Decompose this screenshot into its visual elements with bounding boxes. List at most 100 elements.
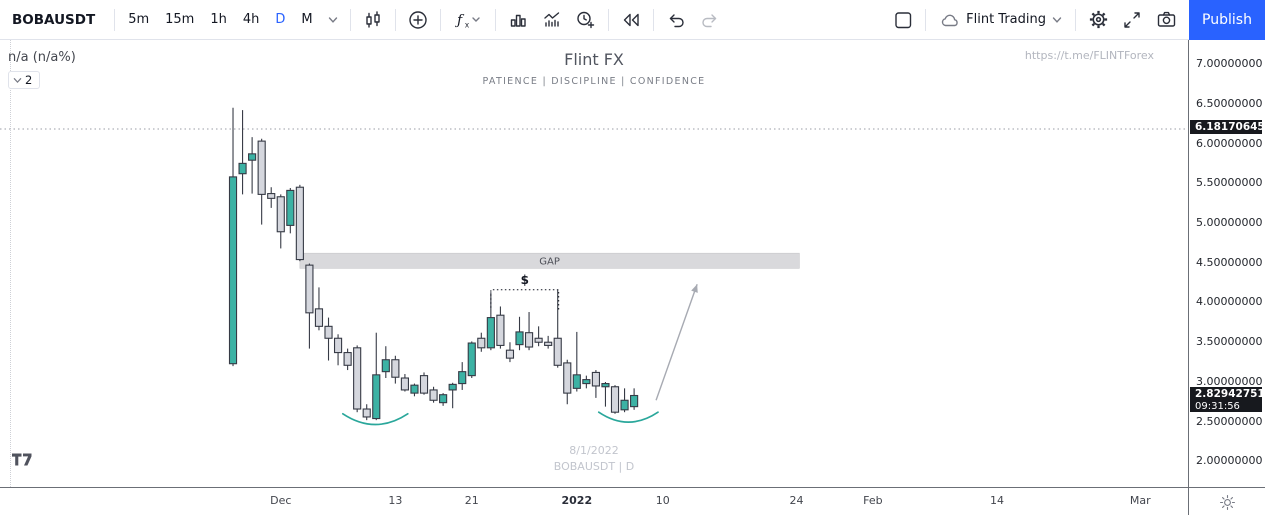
fx-icon: ƒ x (455, 12, 480, 29)
candle-body (333, 337, 343, 354)
alert-button[interactable] (569, 6, 603, 34)
time-tick: 14 (990, 494, 1004, 507)
time-tick: 13 (388, 494, 403, 507)
price-tick: 5.50000000 (1196, 176, 1263, 190)
candle-body (410, 384, 419, 394)
financials-button[interactable] (501, 6, 535, 34)
undo-icon (669, 13, 684, 27)
time-axis[interactable]: Dec 13 21 2022 10 24 Feb 14 Mar (0, 487, 1265, 515)
timeframe-1h[interactable]: 1h (202, 8, 235, 31)
candle-body (439, 394, 448, 404)
candle-body (429, 389, 438, 401)
candle-body (458, 371, 467, 385)
candle-body (276, 196, 285, 233)
replay-icon (623, 13, 639, 26)
svg-text:x: x (465, 20, 469, 29)
toolbar-separator (1075, 8, 1076, 31)
indicators-fx-button[interactable]: ƒ x (446, 6, 490, 34)
templates-button[interactable] (535, 6, 569, 34)
collapse-count: 2 (25, 73, 33, 87)
redo-icon (701, 13, 716, 27)
indicators-icon (543, 11, 559, 27)
timeframe-5m[interactable]: 5m (120, 8, 157, 31)
undo-button[interactable] (659, 6, 693, 34)
candlestick-icon (365, 10, 380, 28)
toolbar-separator (114, 8, 116, 31)
measure-bracket (490, 289, 560, 311)
timeframe-4h[interactable]: 4h (235, 8, 268, 31)
layout-icon (895, 11, 912, 28)
candle-body (582, 379, 591, 385)
candle-body (591, 371, 600, 387)
candle-body (524, 332, 534, 348)
support-arc (597, 411, 659, 423)
gear-icon (1089, 10, 1107, 29)
candle-body (391, 359, 400, 378)
snapshot-button[interactable] (1149, 6, 1183, 34)
bar-chart-icon (510, 14, 526, 27)
dotted-guide-line (10, 40, 11, 487)
fullscreen-button[interactable] (1115, 6, 1149, 34)
price-tick: 6.50000000 (1196, 96, 1263, 110)
candle-body (343, 352, 352, 366)
candlestick-chart[interactable]: Flint FX PATIENCE | DISCIPLINE | CONFIDE… (0, 40, 1188, 487)
time-tick: 2022 (561, 494, 593, 507)
timeframe-M[interactable]: M (293, 8, 320, 31)
cloud-icon (941, 14, 958, 26)
candle-body (267, 193, 276, 199)
candle-body (314, 308, 324, 327)
time-axis-ticks: Dec 13 21 2022 10 24 Feb 14 Mar (0, 488, 1188, 515)
candle-body (295, 186, 304, 261)
candle-body (305, 264, 314, 314)
top-toolbar: BOBAUSDT 5m 15m 1h 4h D M ƒ x (0, 0, 1265, 40)
publish-button[interactable]: Publish (1189, 0, 1265, 40)
timeframe-D[interactable]: D (267, 8, 293, 31)
price-tick: 3.50000000 (1196, 335, 1263, 349)
timeframe-menu-button[interactable] (321, 6, 345, 34)
tradingview-logo[interactable] (10, 452, 34, 471)
candle-body (419, 375, 429, 394)
theme-toggle-corner[interactable] (1188, 488, 1265, 515)
price-tick: 4.00000000 (1196, 295, 1263, 309)
toolbar-separator (439, 8, 441, 31)
compare-add-button[interactable] (401, 6, 435, 34)
toolbar-separator (349, 8, 351, 31)
candle-body (534, 337, 543, 343)
chevron-down-icon (13, 77, 22, 83)
trend-arrow-head (691, 284, 698, 293)
bar-replay-button[interactable] (614, 6, 648, 34)
candle-body (620, 399, 629, 411)
candle-body (286, 189, 295, 226)
redo-button[interactable] (693, 6, 727, 34)
toolbar-separator (494, 8, 496, 31)
telegram-link: https://t.me/FLINTForex (1024, 49, 1154, 62)
price-tick: 4.50000000 (1196, 255, 1263, 269)
settings-button[interactable] (1081, 6, 1115, 34)
candle-body (353, 347, 362, 410)
symbol-button[interactable]: BOBAUSDT (10, 12, 109, 28)
time-tick: Mar (1129, 494, 1151, 507)
svg-text:ƒ: ƒ (455, 12, 465, 28)
candle-body (553, 337, 562, 366)
price-axis[interactable]: 7.00000000 6.50000000 6.00000000 5.50000000… (1188, 40, 1265, 487)
candle-body (238, 162, 247, 175)
cloud-layout-menu-button[interactable]: Flint Trading (931, 11, 1070, 29)
timeframe-15m[interactable]: 15m (157, 8, 202, 31)
layout-select-button[interactable] (886, 6, 920, 34)
collapse-indicators-button[interactable]: 2 (8, 71, 41, 89)
toolbar-separator (925, 8, 927, 31)
time-tick: Dec (270, 494, 292, 507)
candle-body (496, 314, 505, 346)
chart-style-button[interactable] (356, 6, 390, 34)
symbol-label: BOBAUSDT (12, 11, 96, 28)
candle-body (372, 374, 381, 420)
price-tick: 3.00000000 (1196, 374, 1263, 388)
camera-icon (1157, 11, 1175, 27)
price-tick: 2.00000000 (1196, 454, 1263, 468)
candle-body (610, 386, 620, 413)
candle-body (515, 331, 524, 346)
time-tick: 21 (464, 494, 479, 507)
ohlc-readout: n/a (n/a%) (8, 50, 76, 65)
candle-body (448, 383, 457, 391)
toolbar-separator (652, 8, 654, 31)
